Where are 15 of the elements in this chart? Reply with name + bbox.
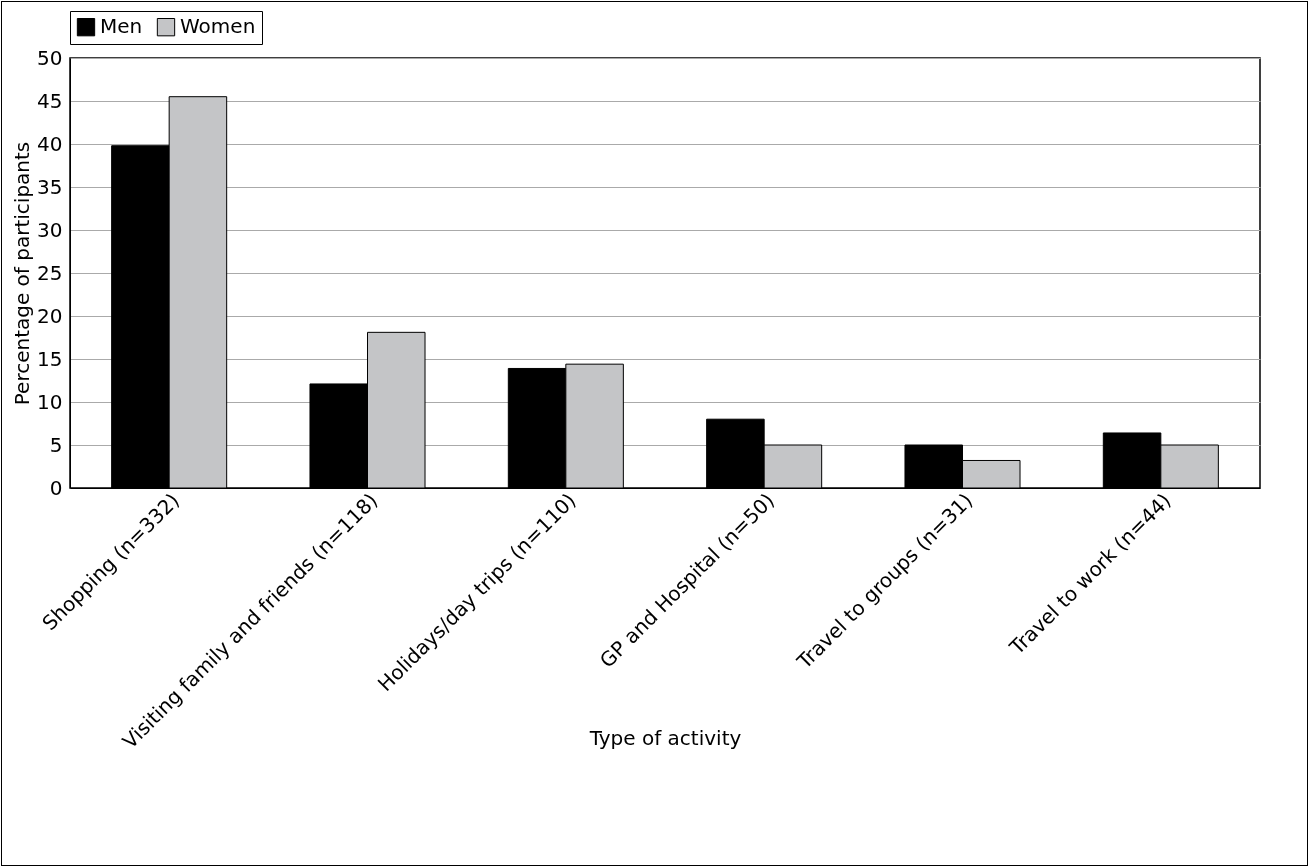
y-tick-label: 35 [37, 174, 63, 199]
y-tick-label: 40 [37, 131, 63, 156]
y-tick-label: 25 [37, 260, 63, 285]
y-tick-label: 30 [37, 217, 63, 242]
y-tick-label: 5 [49, 432, 63, 457]
x-axis-title: Type of activity [588, 725, 742, 750]
y-axis-title: Percentage of participants [10, 141, 35, 406]
legend-label: Women [180, 14, 256, 39]
y-tick-label: 20 [37, 303, 63, 328]
y-tick-label: 45 [37, 88, 63, 113]
y-tick-label: 15 [37, 346, 63, 371]
legend-label: Men [100, 14, 143, 39]
y-tick-label: 0 [49, 475, 63, 500]
y-tick-label: 10 [37, 389, 63, 414]
y-tick-label: 50 [37, 45, 63, 70]
